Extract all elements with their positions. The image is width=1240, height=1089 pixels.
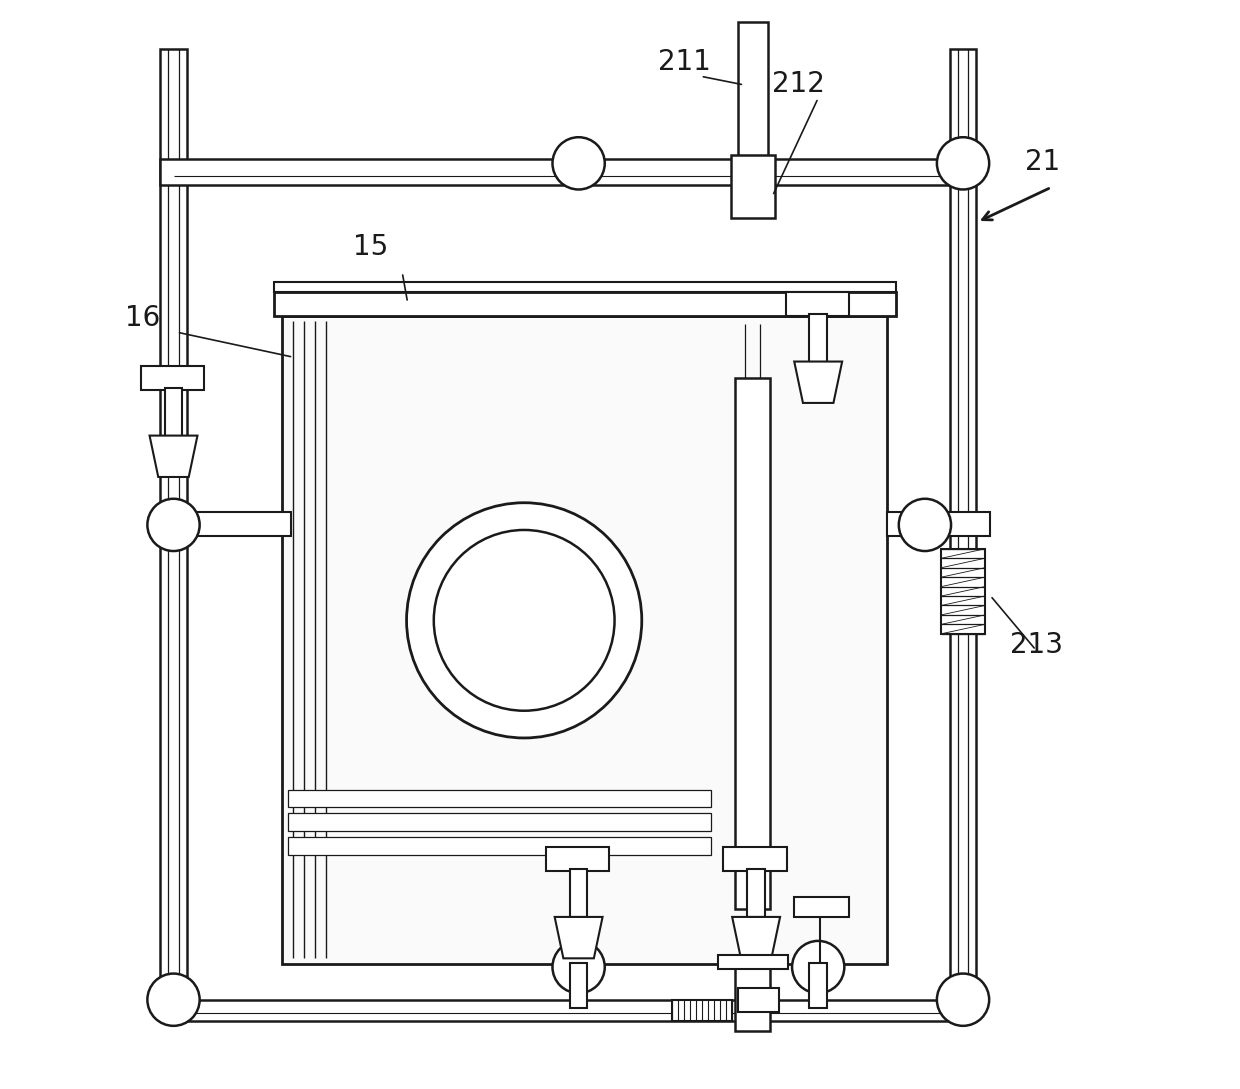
Polygon shape — [795, 362, 842, 403]
Bar — [723, 847, 786, 871]
Bar — [160, 512, 291, 536]
Polygon shape — [732, 917, 780, 958]
Circle shape — [553, 137, 605, 189]
Bar — [941, 549, 985, 634]
Bar — [795, 897, 848, 917]
Bar — [288, 813, 711, 831]
Bar — [732, 155, 775, 218]
Circle shape — [407, 503, 642, 738]
Text: 15: 15 — [353, 233, 388, 261]
Bar — [274, 292, 895, 316]
Bar — [160, 159, 976, 185]
Circle shape — [434, 530, 615, 711]
Bar — [887, 512, 991, 536]
Bar — [546, 847, 609, 871]
Text: 16: 16 — [124, 304, 160, 332]
Bar — [570, 963, 588, 1008]
Text: 211: 211 — [658, 48, 711, 76]
Bar — [288, 790, 711, 807]
Bar — [718, 955, 787, 969]
Bar — [785, 292, 848, 316]
Bar — [738, 988, 779, 1012]
Bar — [748, 869, 765, 917]
Text: 213: 213 — [1009, 631, 1063, 659]
Circle shape — [792, 941, 844, 993]
Circle shape — [553, 941, 605, 993]
Polygon shape — [150, 436, 197, 477]
Text: 21: 21 — [1025, 148, 1060, 176]
Bar — [283, 316, 887, 964]
Circle shape — [899, 499, 951, 551]
Bar — [810, 314, 827, 362]
Bar — [570, 869, 588, 917]
Bar — [735, 378, 770, 909]
Bar — [141, 366, 205, 390]
Bar — [738, 22, 768, 161]
Circle shape — [148, 499, 200, 551]
Bar — [288, 837, 711, 855]
Bar — [810, 963, 827, 1008]
Bar — [735, 957, 770, 1031]
Text: 212: 212 — [773, 70, 826, 98]
Circle shape — [937, 974, 990, 1026]
Bar — [160, 49, 186, 991]
Circle shape — [148, 974, 200, 1026]
Polygon shape — [554, 917, 603, 958]
Bar — [160, 1000, 976, 1021]
Bar — [672, 1000, 732, 1021]
Bar — [165, 388, 182, 436]
Bar — [274, 282, 895, 292]
Bar — [950, 49, 976, 991]
Circle shape — [937, 137, 990, 189]
